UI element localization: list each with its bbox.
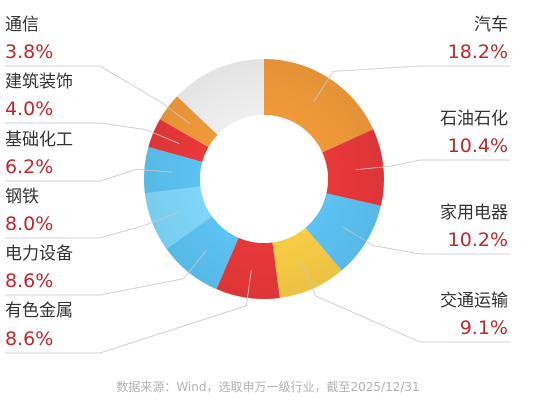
slice-5-value-label: 8.6% (5, 328, 53, 350)
slice-9-leader-line (5, 122, 180, 144)
slice-4-value-label: 9.1% (460, 317, 508, 339)
slice-8-category-label: 基础化工 (5, 130, 73, 150)
slice-10-value-label: 3.8% (5, 41, 53, 63)
slice-6-leader-line (5, 250, 207, 296)
slice-1-category-label: 汽车 (474, 15, 508, 35)
slice-1-leader-line (313, 65, 510, 102)
slice-4-category-label: 交通运输 (440, 291, 508, 311)
donut-shading (144, 59, 384, 299)
leader-lines (5, 65, 510, 354)
slice-3-value-label: 10.2% (448, 229, 508, 251)
source-note: 数据来源：Wind，选取申万一级行业，截至2025/12/31 (116, 379, 419, 394)
slice-6-value-label: 8.6% (5, 270, 53, 292)
slice-5-category-label: 有色金属 (5, 301, 73, 321)
slice-9-value-label: 4.0% (5, 98, 53, 120)
slice-2-category-label: 石油石化 (440, 109, 508, 129)
slice-2-leader-line (355, 159, 510, 171)
slice-9-category-label: 建筑装饰 (5, 72, 73, 92)
slice-4-leader-line (300, 262, 510, 343)
slice-10-leader-line (5, 65, 191, 125)
slice-3-category-label: 家用电器 (440, 203, 508, 223)
donut-slices (144, 59, 384, 299)
slice-6-category-label: 电力设备 (5, 244, 73, 264)
slice-7-value-label: 8.0% (5, 213, 53, 235)
slice-8-value-label: 6.2% (5, 156, 53, 178)
slice-3-leader-line (342, 226, 510, 255)
slice-1-value-label: 18.2% (448, 41, 508, 63)
slice-labels: 汽车 18.2% 石油石化 10.4% 家用电器 10.2% 交通运输 9.1% 有色金属 8.6… (5, 15, 508, 350)
slice-5-leader-line (5, 270, 252, 354)
slice-8-leader-line (5, 168, 173, 182)
slice-7-category-label: 钢铁 (5, 187, 39, 207)
slice-7-leader-line (5, 211, 179, 239)
slice-2-value-label: 10.4% (448, 135, 508, 157)
slice-10-category-label: 通信 (5, 15, 39, 35)
